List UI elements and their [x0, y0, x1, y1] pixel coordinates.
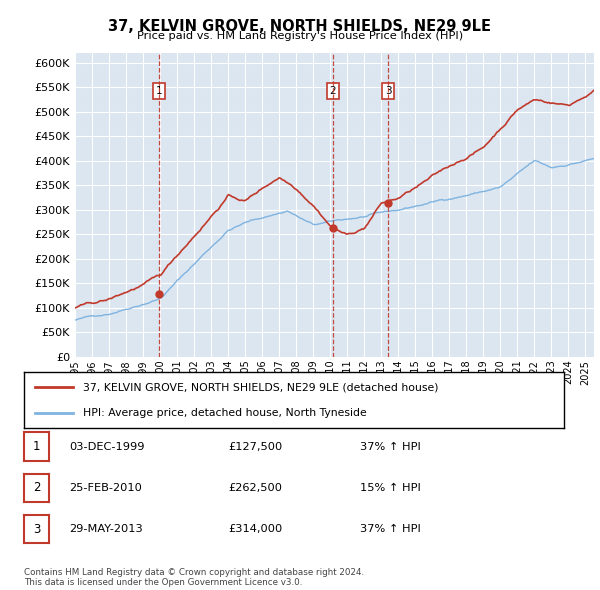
Text: 37, KELVIN GROVE, NORTH SHIELDS, NE29 9LE: 37, KELVIN GROVE, NORTH SHIELDS, NE29 9L…: [109, 19, 491, 34]
Text: 2: 2: [329, 86, 336, 96]
Text: 2: 2: [33, 481, 40, 494]
Text: 3: 3: [33, 523, 40, 536]
Text: £127,500: £127,500: [228, 442, 282, 451]
Text: HPI: Average price, detached house, North Tyneside: HPI: Average price, detached house, Nort…: [83, 408, 367, 418]
Text: 29-MAY-2013: 29-MAY-2013: [69, 525, 143, 534]
Text: 37% ↑ HPI: 37% ↑ HPI: [360, 525, 421, 534]
Text: £314,000: £314,000: [228, 525, 282, 534]
Text: 03-DEC-1999: 03-DEC-1999: [69, 442, 145, 451]
Text: 37, KELVIN GROVE, NORTH SHIELDS, NE29 9LE (detached house): 37, KELVIN GROVE, NORTH SHIELDS, NE29 9L…: [83, 382, 439, 392]
Text: Price paid vs. HM Land Registry's House Price Index (HPI): Price paid vs. HM Land Registry's House …: [137, 31, 463, 41]
Text: 1: 1: [155, 86, 162, 96]
Text: 37% ↑ HPI: 37% ↑ HPI: [360, 442, 421, 451]
Text: Contains HM Land Registry data © Crown copyright and database right 2024.
This d: Contains HM Land Registry data © Crown c…: [24, 568, 364, 587]
Text: 25-FEB-2010: 25-FEB-2010: [69, 483, 142, 493]
Text: 3: 3: [385, 86, 392, 96]
Text: £262,500: £262,500: [228, 483, 282, 493]
Text: 15% ↑ HPI: 15% ↑ HPI: [360, 483, 421, 493]
Text: 1: 1: [33, 440, 40, 453]
